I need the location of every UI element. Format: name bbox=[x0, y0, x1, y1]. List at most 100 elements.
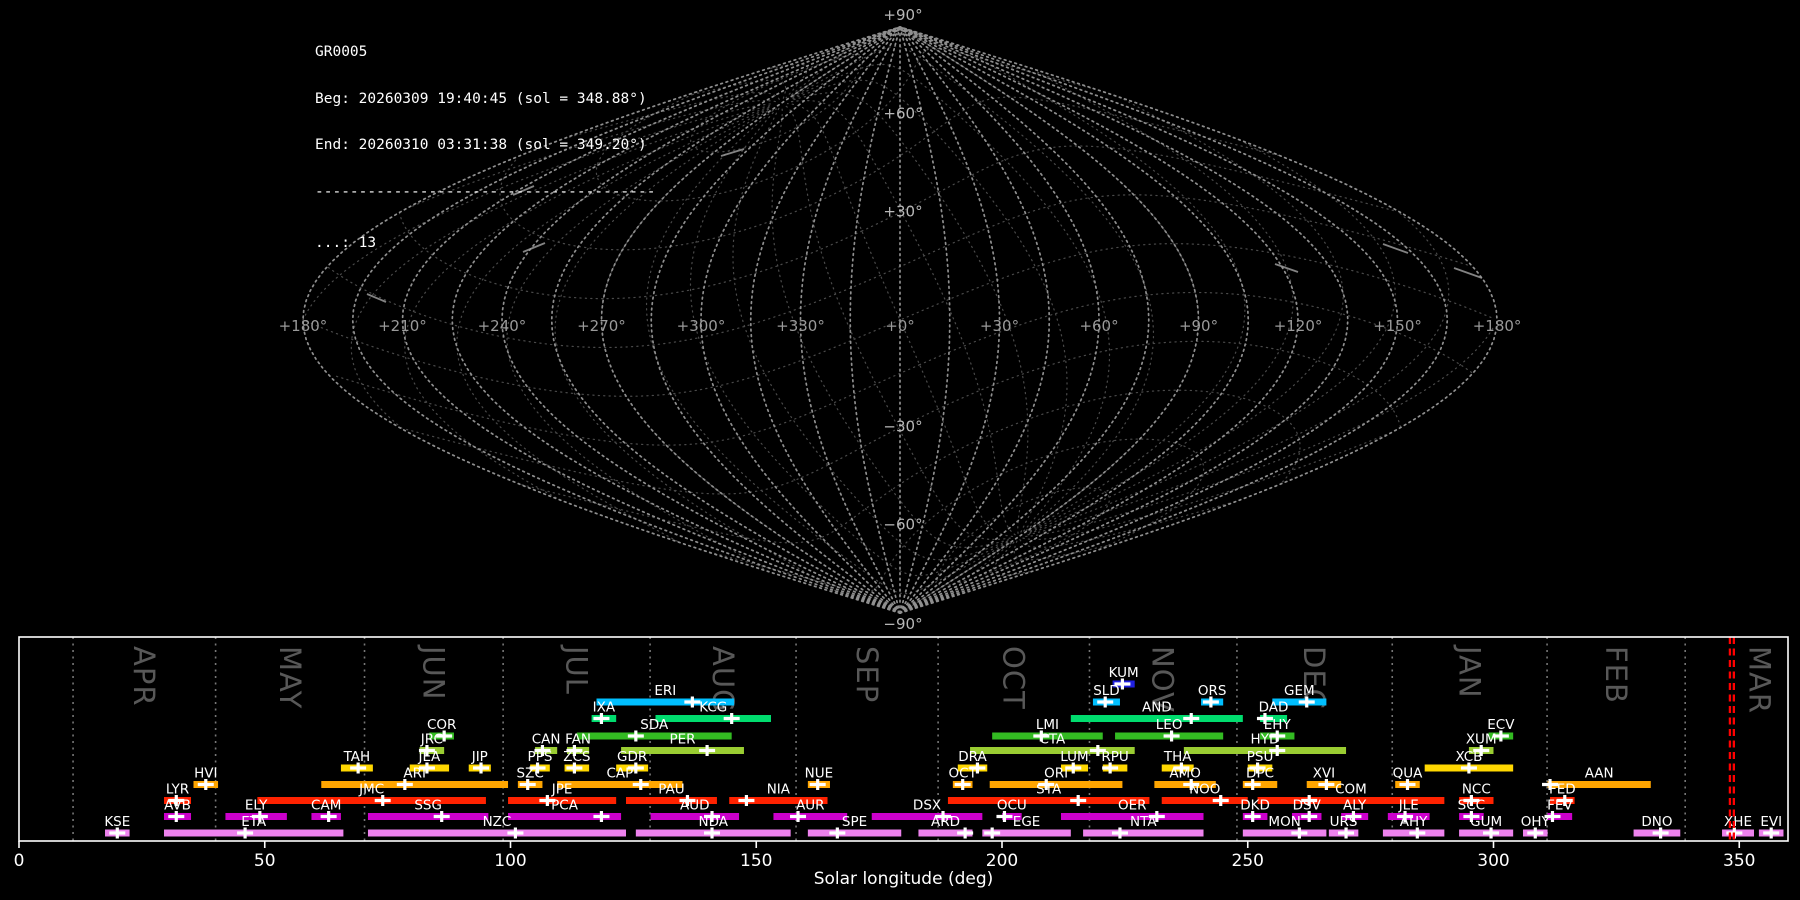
shower-label-RPU: RPU bbox=[1101, 749, 1128, 765]
shower-label-NDA: NDA bbox=[698, 814, 728, 830]
shower-bar-OER bbox=[1060, 813, 1204, 820]
shower-label-CTA: CTA bbox=[1039, 732, 1066, 748]
shower-bar-CAP bbox=[557, 781, 683, 788]
shower-label-XCB: XCB bbox=[1455, 749, 1482, 765]
shower-label-DSX: DSX bbox=[913, 798, 941, 814]
shower-bar-ORI bbox=[989, 781, 1123, 788]
shower-bar-HYD bbox=[1183, 747, 1347, 754]
shower-bar-DAD bbox=[1260, 715, 1288, 722]
shower-label-JLE: JLE bbox=[1398, 798, 1419, 814]
meteor-trail bbox=[1274, 263, 1299, 273]
grid-meridian bbox=[302, 26, 901, 614]
x-axis-tick-label: 0 bbox=[14, 851, 25, 871]
map-latitude-label: +90° bbox=[883, 6, 922, 24]
shower-label-PAU: PAU bbox=[658, 782, 684, 798]
shower-label-LUM: LUM bbox=[1060, 749, 1088, 765]
shower-label-LMI: LMI bbox=[1036, 717, 1059, 733]
shower-label-HYD: HYD bbox=[1251, 732, 1280, 748]
secondary-grid-meridian bbox=[302, 102, 1495, 538]
grid-meridian bbox=[700, 26, 901, 614]
shower-bar-MON bbox=[1242, 829, 1327, 837]
shower-label-MON: MON bbox=[1268, 814, 1300, 830]
shower-label-DAD: DAD bbox=[1259, 700, 1289, 716]
shower-label-OER: OER bbox=[1118, 798, 1147, 814]
shower-label-ETA: ETA bbox=[241, 814, 267, 830]
shower-label-AVB: AVB bbox=[164, 798, 191, 814]
shower-label-FAN: FAN bbox=[565, 732, 591, 748]
shower-label-EHY: EHY bbox=[1264, 717, 1292, 733]
shower-label-AHY: AHY bbox=[1400, 814, 1428, 830]
shower-bar-NOO bbox=[1161, 797, 1248, 804]
shower-label-SZC: SZC bbox=[517, 766, 544, 782]
shower-label-OCU: OCU bbox=[997, 798, 1027, 814]
grid-meridian bbox=[600, 26, 901, 614]
shower-label-THA: THA bbox=[1163, 749, 1192, 765]
meteor-trail bbox=[720, 148, 745, 157]
shower-label-CAM: CAM bbox=[311, 798, 341, 814]
shower-bar-PER bbox=[621, 747, 744, 754]
secondary-grid-meridian bbox=[691, 79, 1344, 533]
shower-label-AMO: AMO bbox=[1169, 766, 1201, 782]
secondary-grid-meridian bbox=[645, 108, 1009, 595]
shower-label-DRA: DRA bbox=[958, 749, 987, 765]
shower-label-ECV: ECV bbox=[1487, 717, 1515, 733]
meteor-count: ...: 13 bbox=[315, 235, 377, 251]
secondary-grid-meridian bbox=[456, 107, 1109, 561]
shower-bar-COM bbox=[1257, 797, 1445, 804]
shower-bar-EGE bbox=[982, 829, 1071, 837]
shower-bar-AAN bbox=[1547, 781, 1651, 788]
shower-label-ORI: ORI bbox=[1044, 766, 1068, 782]
map-latitude-label: +60° bbox=[883, 105, 922, 123]
secondary-grid-parallel bbox=[499, 96, 1280, 251]
shower-label-SSG: SSG bbox=[414, 798, 442, 814]
secondary-grid-parallel bbox=[936, 487, 1110, 587]
shower-bar-SDA bbox=[576, 732, 732, 740]
grid-meridian bbox=[799, 26, 901, 614]
shower-label-CAN: CAN bbox=[532, 732, 561, 748]
shower-label-COM: COM bbox=[1335, 782, 1367, 798]
grid-meridian bbox=[749, 26, 901, 614]
shower-bar-AND bbox=[1070, 715, 1243, 722]
shower-label-JEA: JEA bbox=[418, 749, 442, 765]
shower-bar-STA bbox=[947, 797, 1150, 804]
map-longitude-label: +60° bbox=[1079, 317, 1118, 335]
x-axis-tick-label: 100 bbox=[494, 851, 526, 871]
grid-meridian bbox=[849, 26, 901, 614]
shower-bar-JPE bbox=[508, 797, 617, 804]
shower-bar-NTA bbox=[1083, 829, 1204, 837]
shower-label-QUA: QUA bbox=[1393, 766, 1424, 782]
map-longitude-label: +120° bbox=[1274, 317, 1323, 335]
shower-bar-ERI bbox=[596, 698, 735, 706]
shower-label-DPC: DPC bbox=[1246, 766, 1274, 782]
shower-bar-ETA bbox=[163, 829, 344, 837]
shower-activity-timeline: APR MAY JUN JUL AUG SEP OCT NOV DEC JAN FEB MARKUME… bbox=[14, 636, 1789, 889]
shower-label-PPS: PPS bbox=[528, 749, 553, 765]
shower-label-AAN: AAN bbox=[1585, 766, 1614, 782]
month-label: MAR bbox=[1742, 646, 1776, 714]
month-label: FEB bbox=[1599, 646, 1633, 704]
month-label: NOV bbox=[1146, 646, 1180, 713]
shower-bar-ARD bbox=[918, 829, 973, 837]
secondary-grid-parallel bbox=[398, 145, 1394, 300]
plot-frame bbox=[18, 636, 1789, 842]
shower-label-ARD: ARD bbox=[931, 814, 960, 830]
secondary-grid-meridian bbox=[791, 79, 1068, 533]
grid-meridian bbox=[899, 26, 951, 614]
map-longitude-label: +180° bbox=[279, 317, 328, 335]
grid-meridian bbox=[899, 26, 1399, 614]
secondary-grid-meridian bbox=[412, 99, 1450, 536]
secondary-grid-parallel bbox=[595, 47, 1092, 202]
grid-meridian bbox=[451, 26, 901, 614]
shower-label-PCA: PCA bbox=[551, 798, 579, 814]
map-longitude-label: +330° bbox=[776, 317, 825, 335]
map-longitude-label: +270° bbox=[577, 317, 626, 335]
shower-label-NOO: NOO bbox=[1189, 782, 1220, 798]
x-axis-title: Solar longitude (deg) bbox=[814, 869, 994, 889]
shower-label-NIA: NIA bbox=[767, 782, 791, 798]
shower-label-PSU: PSU bbox=[1247, 749, 1274, 765]
x-axis-tick-label: 350 bbox=[1723, 851, 1755, 871]
shower-label-JPE: JPE bbox=[551, 782, 573, 798]
month-label: MAY bbox=[273, 646, 307, 709]
map-longitude-label: +150° bbox=[1373, 317, 1422, 335]
